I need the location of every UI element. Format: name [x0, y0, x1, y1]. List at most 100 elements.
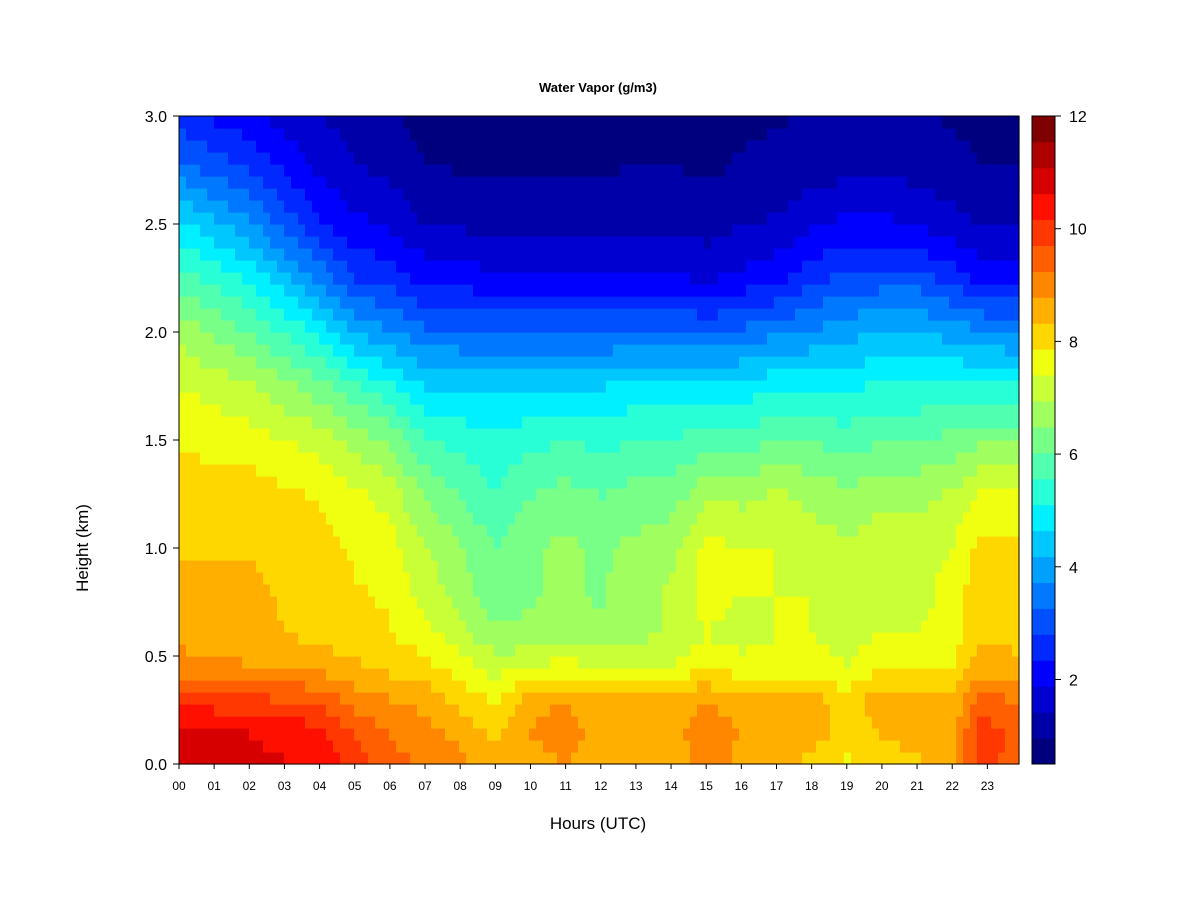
- heatmap-cell: [508, 416, 516, 429]
- heatmap-cell: [361, 524, 369, 537]
- heatmap-cell: [242, 260, 250, 273]
- heatmap-cell: [564, 428, 572, 441]
- heatmap-cell: [606, 668, 614, 681]
- heatmap-cell: [375, 704, 383, 717]
- heatmap-cell: [564, 344, 572, 357]
- heatmap-cell: [368, 620, 376, 633]
- heatmap-cell: [235, 608, 243, 621]
- heatmap-cell: [809, 476, 817, 489]
- heatmap-cell: [389, 500, 397, 513]
- heatmap-cell: [438, 488, 446, 501]
- heatmap-cell: [326, 380, 334, 393]
- heatmap-cell: [235, 548, 243, 561]
- heatmap-cell: [683, 620, 691, 633]
- heatmap-cell: [557, 272, 565, 285]
- heatmap-cell: [690, 380, 698, 393]
- heatmap-cell: [459, 656, 467, 669]
- heatmap-cell: [809, 272, 817, 285]
- heatmap-cell: [410, 212, 418, 225]
- heatmap-cell: [697, 488, 705, 501]
- heatmap-cell: [536, 344, 544, 357]
- heatmap-cell: [312, 248, 320, 261]
- heatmap-cell: [207, 296, 215, 309]
- heatmap-cell: [333, 152, 341, 165]
- heatmap-cell: [781, 248, 789, 261]
- heatmap-cell: [711, 488, 719, 501]
- heatmap-cell: [459, 692, 467, 705]
- heatmap-cell: [214, 512, 222, 525]
- heatmap-cell: [284, 368, 292, 381]
- heatmap-cell: [445, 740, 453, 753]
- heatmap-cell: [711, 740, 719, 753]
- heatmap-cell: [627, 416, 635, 429]
- heatmap-cell: [186, 752, 194, 765]
- heatmap-cell: [816, 656, 824, 669]
- heatmap-cell: [179, 476, 187, 489]
- heatmap-cell: [725, 692, 733, 705]
- heatmap-cell: [662, 728, 670, 741]
- heatmap-cell: [326, 404, 334, 417]
- heatmap-cell: [655, 752, 663, 765]
- heatmap-cell: [431, 188, 439, 201]
- heatmap-cell: [739, 548, 747, 561]
- heatmap-cell: [536, 524, 544, 537]
- heatmap-cell: [263, 488, 271, 501]
- heatmap-cell: [494, 116, 502, 129]
- heatmap-cell: [193, 656, 201, 669]
- heatmap-cell: [788, 692, 796, 705]
- heatmap-cell: [564, 644, 572, 657]
- heatmap-cell: [662, 548, 670, 561]
- heatmap-cell: [396, 740, 404, 753]
- heatmap-cell: [683, 476, 691, 489]
- heatmap-cell: [396, 272, 404, 285]
- heatmap-cell: [186, 452, 194, 465]
- heatmap-cell: [732, 704, 740, 717]
- heatmap-cell: [403, 656, 411, 669]
- heatmap-cell: [431, 140, 439, 153]
- heatmap-cell: [543, 644, 551, 657]
- heatmap-cell: [396, 488, 404, 501]
- heatmap-cell: [445, 716, 453, 729]
- heatmap-cell: [186, 488, 194, 501]
- heatmap-cell: [368, 200, 376, 213]
- heatmap-cell: [291, 212, 299, 225]
- heatmap-cell: [214, 572, 222, 585]
- heatmap-cell: [725, 740, 733, 753]
- heatmap-cell: [739, 524, 747, 537]
- heatmap-cell: [697, 344, 705, 357]
- heatmap-cell: [249, 668, 257, 681]
- heatmap-cell: [571, 380, 579, 393]
- heatmap-cell: [235, 344, 243, 357]
- heatmap-cell: [438, 296, 446, 309]
- heatmap-cell: [249, 392, 257, 405]
- heatmap-cell: [270, 572, 278, 585]
- heatmap-cell: [529, 116, 537, 129]
- heatmap-cell: [221, 344, 229, 357]
- heatmap-cell: [508, 440, 516, 453]
- heatmap-cell: [683, 656, 691, 669]
- heatmap-cell: [312, 212, 320, 225]
- heatmap-cell: [760, 236, 768, 249]
- heatmap-cell: [242, 248, 250, 261]
- heatmap-cell: [473, 320, 481, 333]
- heatmap-cell: [207, 164, 215, 177]
- heatmap-cell: [354, 368, 362, 381]
- heatmap-cell: [382, 212, 390, 225]
- heatmap-cell: [536, 308, 544, 321]
- heatmap-cell: [228, 188, 236, 201]
- heatmap-cell: [781, 236, 789, 249]
- heatmap-cell: [655, 728, 663, 741]
- heatmap-cell: [669, 716, 677, 729]
- heatmap-cell: [200, 416, 208, 429]
- heatmap-cell: [522, 224, 530, 237]
- heatmap-cell: [186, 620, 194, 633]
- heatmap-cell: [704, 584, 712, 597]
- heatmap-cell: [305, 308, 313, 321]
- heatmap-cell: [494, 524, 502, 537]
- heatmap-cell: [788, 164, 796, 177]
- heatmap-cell: [340, 656, 348, 669]
- heatmap-cell: [795, 428, 803, 441]
- heatmap-cell: [599, 536, 607, 549]
- heatmap-cell: [620, 248, 628, 261]
- heatmap-cell: [746, 176, 754, 189]
